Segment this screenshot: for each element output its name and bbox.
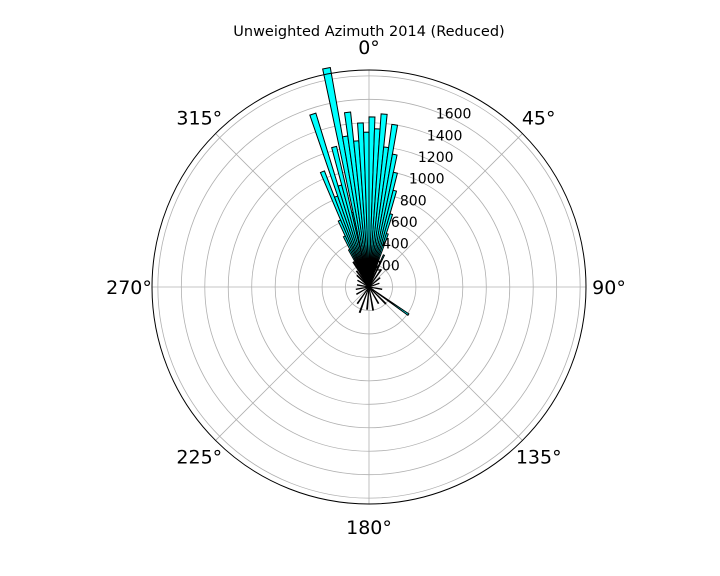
azimuth-bar <box>355 286 370 291</box>
radial-tick-label: 200 <box>373 258 400 274</box>
azimuth-bar <box>356 284 370 288</box>
azimuth-bar <box>352 261 370 288</box>
grid-spoke <box>368 133 523 288</box>
azimuth-bar <box>357 279 370 288</box>
angular-tick-label: 315° <box>176 107 222 129</box>
chart-title: Unweighted Azimuth 2014 (Reduced) <box>233 24 505 40</box>
azimuth-bar <box>368 286 375 311</box>
grid-spoke <box>215 286 370 441</box>
angular-tick-label: 0° <box>358 37 380 59</box>
angular-tick-label: 45° <box>522 107 556 129</box>
azimuth-bar <box>368 254 386 288</box>
azimuth-bar <box>356 286 370 305</box>
tick-labels: 0° 45° 90° 135° 180° 225° 270° 315° 200 400 600 800… <box>106 37 626 539</box>
azimuth-bar <box>357 122 370 288</box>
azimuth-bar <box>368 277 381 288</box>
radial-tick-label: 1600 <box>436 107 472 123</box>
azimuth-bar <box>322 66 370 288</box>
angular-tick-label: 225° <box>176 447 222 469</box>
radial-tick-label: 600 <box>391 215 418 231</box>
angular-tick-label: 90° <box>592 277 626 299</box>
azimuth-bar <box>355 270 370 288</box>
radial-tick-label: 1000 <box>409 172 445 188</box>
azimuth-bar <box>368 286 410 316</box>
angular-tick-label: 135° <box>516 447 562 469</box>
angular-tick-label: 270° <box>106 277 152 299</box>
azimuth-bar <box>366 286 370 310</box>
outer-ring <box>151 69 587 505</box>
radial-tick-label: 400 <box>382 237 409 253</box>
bars <box>309 66 410 316</box>
azimuth-bar <box>309 112 370 288</box>
radial-tick-label: 1400 <box>427 128 463 144</box>
azimuth-bar <box>368 282 380 288</box>
azimuth-bar <box>368 232 389 288</box>
grid-spoke <box>215 133 370 288</box>
radial-tick-label: 800 <box>400 193 427 209</box>
azimuth-bar <box>356 274 370 288</box>
azimuth-bar <box>358 286 370 314</box>
azimuth-bar <box>356 286 370 295</box>
grid-spoke <box>368 286 523 441</box>
azimuth-bar <box>368 286 387 305</box>
azimuth-bar <box>368 286 380 305</box>
azimuth-bar <box>343 111 370 288</box>
azimuth-bar <box>331 145 370 288</box>
angular-tick-label: 180° <box>346 517 392 539</box>
radial-tick-label: 1200 <box>418 150 454 166</box>
azimuth-bar <box>368 268 383 288</box>
azimuth-bar <box>368 286 383 291</box>
